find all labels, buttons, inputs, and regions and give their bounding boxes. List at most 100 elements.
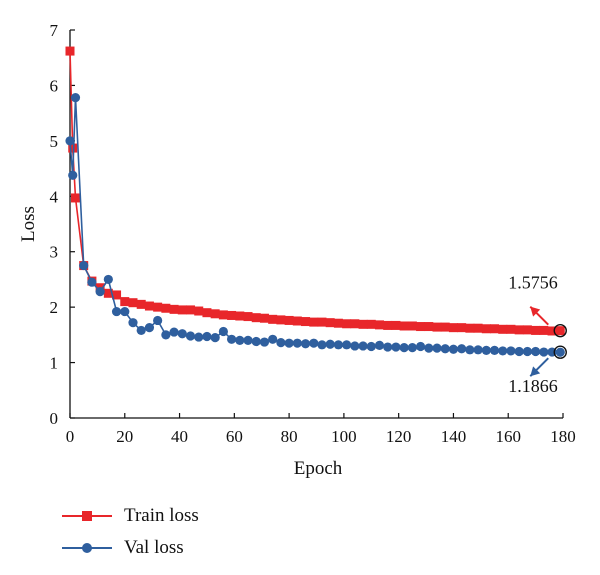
- val-loss-point: [268, 334, 278, 344]
- train-loss-point: [284, 315, 294, 325]
- y-tick-label-0: 0: [50, 409, 59, 428]
- annotations: 1.5756 1.1866: [508, 273, 567, 396]
- val-loss-highlight-ring: [553, 345, 567, 359]
- val-loss-point: [391, 342, 401, 352]
- y-tick-label-5: 5: [50, 132, 59, 151]
- train-loss-point: [276, 315, 286, 325]
- train-loss-point: [210, 309, 220, 319]
- val-loss-point: [218, 326, 228, 337]
- val-loss-point: [399, 343, 409, 353]
- x-tick-label-20: 20: [116, 427, 133, 446]
- val-loss-line: [69, 97, 561, 353]
- train-loss-point: [457, 323, 467, 333]
- train-loss-point: [70, 193, 80, 203]
- val-loss-point: [407, 343, 417, 353]
- y-tick-label-2: 2: [50, 298, 59, 317]
- val-loss-point: [153, 315, 163, 326]
- val-loss-point: [259, 337, 270, 347]
- val-loss-point: [531, 346, 541, 357]
- train-loss-point: [301, 317, 311, 327]
- val-loss-point: [317, 340, 327, 350]
- val-loss-point: [514, 346, 524, 357]
- train-loss-point: [416, 322, 426, 332]
- val-loss-point: [65, 136, 75, 146]
- val-loss-point: [555, 347, 565, 357]
- series-layer: [65, 46, 565, 357]
- train-loss-point: [128, 298, 138, 308]
- x-axis-title: Epoch: [294, 458, 343, 479]
- val-loss-point: [448, 344, 459, 354]
- val-loss-point: [235, 335, 245, 345]
- val-loss-point: [87, 277, 97, 287]
- val-loss-point: [79, 260, 89, 271]
- val-loss-point: [465, 345, 475, 355]
- val-loss-point: [194, 332, 204, 342]
- train-loss-point: [243, 312, 253, 322]
- val-loss-point: [325, 339, 335, 349]
- val-loss-point: [506, 346, 516, 356]
- x-tick-label-0: 0: [66, 427, 75, 446]
- val-loss-point: [226, 334, 237, 344]
- train-loss-point: [169, 304, 179, 314]
- train-loss-point: [473, 323, 483, 333]
- train-loss-point: [391, 320, 401, 330]
- train-loss-point: [259, 313, 269, 323]
- train-loss-point: [194, 306, 204, 316]
- val-loss-point: [300, 339, 311, 349]
- val-loss-point: [68, 170, 78, 180]
- train-loss-point: [399, 321, 409, 331]
- x-tick-label-120: 120: [386, 427, 412, 446]
- y-tick-label-3: 3: [50, 243, 59, 262]
- train-loss-point: [153, 302, 163, 312]
- train-loss-point: [440, 322, 450, 332]
- train-loss-point: [506, 324, 516, 334]
- train-loss-arrow-head: [530, 306, 541, 317]
- train-loss-point: [374, 320, 384, 330]
- y-tick-label-4: 4: [50, 187, 59, 206]
- y-tick-label-7: 7: [50, 21, 59, 40]
- train-loss-point: [202, 308, 212, 318]
- x-tick-label-80: 80: [281, 427, 298, 446]
- train-loss-point: [432, 322, 442, 332]
- train-loss-point: [424, 322, 434, 332]
- train-loss-point: [498, 324, 508, 334]
- train-loss-point: [383, 320, 393, 330]
- val-loss-point: [383, 342, 393, 352]
- train-loss-point: [68, 143, 78, 153]
- val-loss-point: [202, 331, 212, 342]
- train-loss-point: [448, 323, 458, 333]
- x-tick-label-160: 160: [495, 427, 521, 446]
- val-loss-point: [415, 341, 426, 352]
- val-loss-arrow-head: [530, 366, 541, 377]
- train-loss-point: [186, 305, 196, 315]
- train-loss-point: [539, 325, 549, 335]
- legend-swatch-train: [62, 506, 112, 526]
- axes: 0 20 40 60 80 100 120 140 160 180 0 1 2 3 4 5 6 7: [50, 21, 576, 446]
- val-loss-point: [333, 340, 344, 350]
- train-loss-point: [555, 326, 565, 336]
- y-axis-title: Loss: [18, 206, 39, 242]
- train-loss-point: [342, 319, 352, 329]
- train-loss-point: [407, 321, 417, 331]
- val-loss-annotation-label: 1.1866: [508, 376, 558, 396]
- train-loss-point: [65, 46, 75, 56]
- train-loss-point: [292, 316, 302, 326]
- train-loss-point: [144, 301, 154, 311]
- val-loss-point: [432, 343, 442, 353]
- val-loss-point: [111, 306, 122, 317]
- train-loss-point: [465, 323, 475, 333]
- legend-label-val: Val loss: [124, 537, 184, 558]
- val-loss-point: [440, 344, 450, 354]
- val-loss-point: [177, 329, 187, 339]
- train-loss-point: [358, 319, 368, 329]
- y-tick-label-1: 1: [50, 354, 59, 373]
- val-loss-point: [210, 333, 220, 343]
- train-loss-point: [531, 325, 541, 335]
- train-loss-line: [69, 51, 561, 332]
- y-tick-label-6: 6: [50, 76, 59, 95]
- legend-label-train: Train loss: [124, 505, 199, 526]
- train-loss-point: [481, 324, 491, 334]
- train-loss-point: [112, 290, 122, 300]
- train-loss-point: [309, 317, 319, 327]
